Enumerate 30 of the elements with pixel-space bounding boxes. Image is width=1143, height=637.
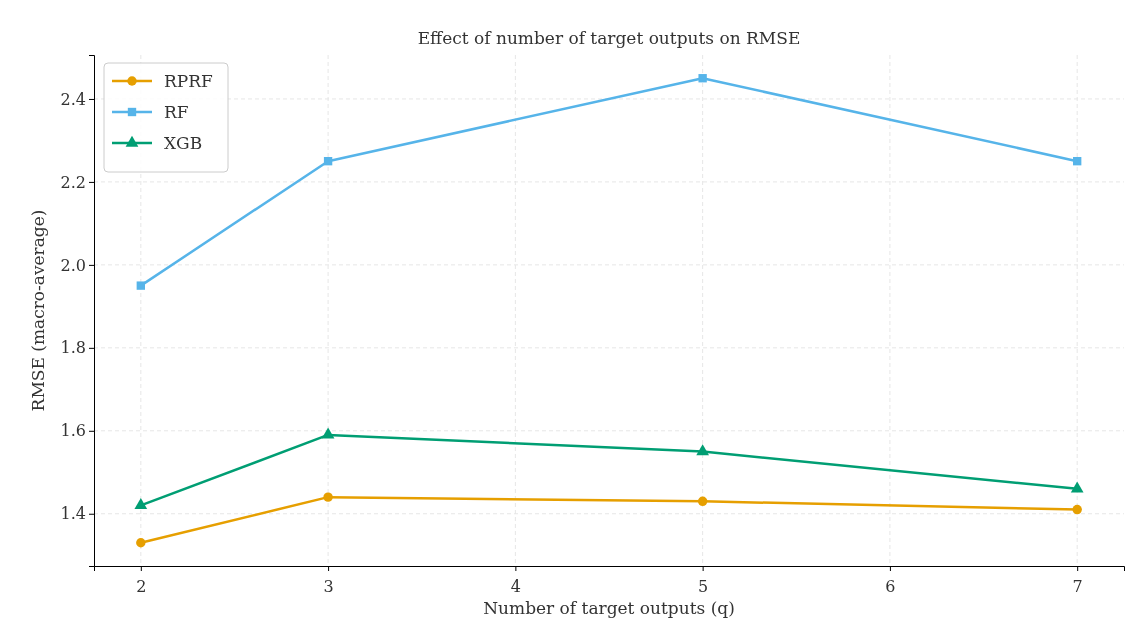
x-tick-label: 4	[510, 576, 521, 596]
point	[1070, 481, 1084, 493]
x-tick-label: 3	[323, 576, 334, 596]
point	[1073, 157, 1082, 166]
x-tick-label: 5	[698, 576, 709, 596]
x-tick-label: 7	[1072, 576, 1083, 596]
y-tick-label: 2.0	[60, 255, 86, 275]
point	[134, 498, 148, 510]
x-axis-title: Number of target outputs (q)	[483, 598, 735, 618]
point	[136, 281, 145, 290]
point	[323, 492, 333, 502]
x-tick-label: 2	[136, 576, 147, 596]
chart-title: Effect of number of target outputs on RMSE	[417, 28, 801, 48]
legend-label: RPRF	[164, 71, 214, 91]
y-axis-title: RMSE (macro-average)	[28, 209, 48, 412]
y-tick-label: 1.8	[60, 338, 86, 358]
y-tick-label: 1.4	[60, 504, 86, 524]
y-tick-label: 2.2	[60, 172, 86, 192]
point	[698, 74, 707, 83]
point	[136, 538, 146, 548]
point	[321, 427, 335, 439]
legend-label: RF	[164, 102, 189, 122]
point	[323, 157, 333, 166]
point	[1072, 504, 1082, 515]
point	[697, 496, 708, 507]
point	[696, 444, 709, 456]
legend-label: XGB	[164, 133, 203, 153]
x-tick-label: 6	[885, 576, 896, 596]
y-tick-label: 1.6	[60, 421, 86, 441]
y-tick-label: 2.4	[60, 89, 86, 109]
